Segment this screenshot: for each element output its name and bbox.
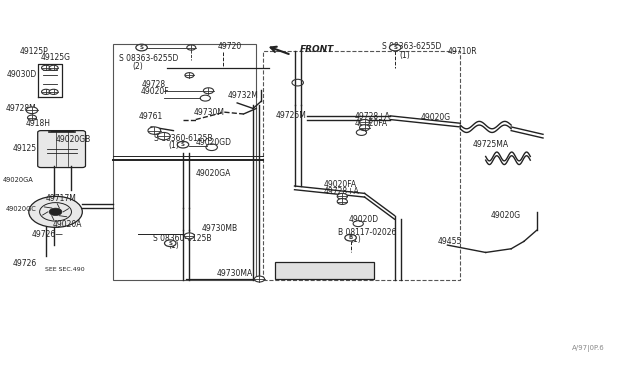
Circle shape xyxy=(345,234,356,241)
Text: 49020A: 49020A xyxy=(52,220,82,230)
Circle shape xyxy=(337,199,348,205)
Text: 49020GB: 49020GB xyxy=(56,135,91,144)
Text: B: B xyxy=(348,235,353,240)
Text: (1): (1) xyxy=(168,141,179,150)
Circle shape xyxy=(136,44,147,51)
Text: (1): (1) xyxy=(168,241,179,250)
Text: 49020GC: 49020GC xyxy=(5,206,36,212)
Text: 49455: 49455 xyxy=(438,237,462,246)
Text: FRONT: FRONT xyxy=(300,45,334,54)
Circle shape xyxy=(49,89,58,94)
Circle shape xyxy=(42,89,51,94)
Text: A/97|0P.6: A/97|0P.6 xyxy=(572,345,604,352)
Text: 49020FA: 49020FA xyxy=(323,180,356,189)
Text: 49710R: 49710R xyxy=(447,47,477,56)
Text: 49728+A: 49728+A xyxy=(323,187,359,196)
Text: 49020F: 49020F xyxy=(140,87,169,96)
Text: 49020GD: 49020GD xyxy=(196,138,232,147)
Text: 49730MA: 49730MA xyxy=(217,269,253,279)
Bar xyxy=(262,51,460,280)
Text: 49728+A: 49728+A xyxy=(355,112,391,121)
Text: S 08360-6125B: S 08360-6125B xyxy=(154,134,213,143)
Text: 49726—: 49726— xyxy=(32,230,64,239)
Text: S: S xyxy=(181,142,185,147)
Circle shape xyxy=(390,44,401,51)
Text: S 08363-6255D: S 08363-6255D xyxy=(383,42,442,51)
Text: 49761: 49761 xyxy=(138,112,163,121)
Circle shape xyxy=(187,45,196,50)
Text: 4918H: 4918H xyxy=(26,119,51,128)
Text: S 08360-6125B: S 08360-6125B xyxy=(153,234,212,243)
Text: 49726: 49726 xyxy=(13,260,37,269)
Text: 49125G: 49125G xyxy=(41,54,71,62)
Text: SEE SEC.490: SEE SEC.490 xyxy=(45,267,84,272)
Text: 49020GA: 49020GA xyxy=(196,169,231,178)
Text: S: S xyxy=(393,45,397,50)
Circle shape xyxy=(204,88,214,94)
Text: 49725MA: 49725MA xyxy=(473,140,509,149)
Circle shape xyxy=(254,276,264,282)
FancyBboxPatch shape xyxy=(38,131,86,167)
Text: 49717M: 49717M xyxy=(46,194,77,203)
Circle shape xyxy=(360,125,370,131)
Text: 49720: 49720 xyxy=(218,42,243,51)
Circle shape xyxy=(164,240,176,247)
Text: 49020G: 49020G xyxy=(491,212,521,221)
Text: 49020D: 49020D xyxy=(349,215,379,224)
Circle shape xyxy=(177,141,189,148)
Text: 49125: 49125 xyxy=(13,144,37,153)
Circle shape xyxy=(148,127,161,134)
Text: S: S xyxy=(168,241,172,246)
Text: S: S xyxy=(140,45,143,50)
Text: 49020G: 49020G xyxy=(420,113,451,122)
Bar xyxy=(275,262,374,279)
Text: (1): (1) xyxy=(399,51,410,60)
Text: 49020GA: 49020GA xyxy=(3,177,33,183)
Circle shape xyxy=(29,196,83,227)
Text: S 08363-6255D: S 08363-6255D xyxy=(119,54,179,63)
Text: 49125P: 49125P xyxy=(19,47,48,56)
Circle shape xyxy=(185,73,194,78)
Text: 49732M: 49732M xyxy=(228,91,259,100)
Bar xyxy=(113,44,256,280)
Circle shape xyxy=(337,193,348,199)
Text: (1): (1) xyxy=(351,235,362,244)
Text: 49730MB: 49730MB xyxy=(202,224,238,233)
Circle shape xyxy=(360,119,370,125)
Circle shape xyxy=(42,65,51,70)
Circle shape xyxy=(184,233,195,239)
Circle shape xyxy=(49,65,58,70)
Text: 49728: 49728 xyxy=(141,80,166,89)
Circle shape xyxy=(49,208,62,215)
Text: 49725M: 49725M xyxy=(275,111,307,120)
Circle shape xyxy=(26,107,38,113)
Text: 49728M: 49728M xyxy=(5,104,36,113)
Text: 49730M: 49730M xyxy=(194,108,225,117)
Text: (2): (2) xyxy=(132,62,143,71)
Text: 49020FA: 49020FA xyxy=(355,119,388,128)
Text: 49030D: 49030D xyxy=(6,70,36,79)
Circle shape xyxy=(157,132,170,140)
Circle shape xyxy=(28,115,36,120)
Text: B 08117-02026: B 08117-02026 xyxy=(338,228,396,237)
